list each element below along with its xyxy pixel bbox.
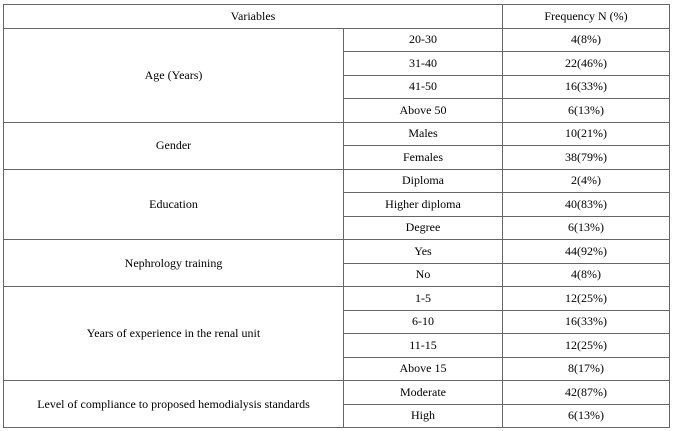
- data-row: Nephrology training Yes 44(92%): [3, 239, 670, 287]
- data-row: Level of compliance to proposed hemodial…: [3, 380, 670, 428]
- level-cell: 1-5: [343, 286, 503, 311]
- variable-cell: Level of compliance to proposed hemodial…: [3, 380, 344, 428]
- frequency-cell: 42(87%): [502, 380, 670, 405]
- level-cell: High: [343, 403, 503, 428]
- frequency-cell: 38(79%): [502, 145, 670, 170]
- frequency-cell: 16(33%): [502, 309, 670, 334]
- frequency-cell: 12(25%): [502, 286, 670, 311]
- frequency-cell: 2(4%): [502, 168, 670, 193]
- data-row: Age (Years) 20-30 4(8%): [3, 27, 670, 123]
- level-cell: 11-15: [343, 333, 503, 358]
- level-cell: 6-10: [343, 309, 503, 334]
- level-cell: Females: [343, 145, 503, 170]
- data-row: Above 15 8(17%): [4, 356, 670, 381]
- data-row: Years of experience in the renal unit 1-5…: [3, 286, 670, 381]
- frequency-cell: 40(83%): [502, 192, 670, 217]
- frequency-cell: 44(92%): [502, 239, 670, 264]
- variable-cell: Years of experience in the renal unit: [3, 286, 344, 381]
- variable-cell: Education: [3, 168, 344, 240]
- level-cell: Yes: [343, 239, 503, 264]
- frequency-cell: 6(13%): [502, 215, 670, 240]
- data-row: 31-40 22(46%): [4, 51, 670, 76]
- frequency-cell: 12(25%): [502, 333, 670, 358]
- variable-cell: Nephrology training: [3, 239, 344, 287]
- level-cell: 20-30: [343, 27, 503, 52]
- data-row: No 4(8%): [4, 262, 670, 287]
- frequency-cell: 4(8%): [502, 27, 670, 52]
- frequency-cell: 8(17%): [502, 356, 670, 381]
- frequency-cell: 6(13%): [502, 98, 670, 123]
- frequency-cell: 16(33%): [502, 74, 670, 99]
- data-row: 41-50 16(33%): [4, 74, 670, 99]
- data-row: Females 38(79%): [4, 145, 670, 170]
- level-cell: Males: [343, 121, 503, 146]
- level-cell: Above 50: [343, 98, 503, 123]
- level-cell: 31-40: [343, 51, 503, 76]
- level-cell: Above 15: [343, 356, 503, 381]
- data-row: Degree 6(13%): [4, 215, 670, 240]
- data-row: Education Diploma 2(4%): [3, 168, 670, 240]
- header-row: Variables Frequency N (%): [3, 4, 670, 29]
- frequency-cell: 22(46%): [502, 51, 670, 76]
- data-row: Gender Males 10(21%): [3, 121, 670, 170]
- table-body: Variables Frequency N (%) Age (Years) 20-…: [3, 4, 670, 428]
- level-cell: Diploma: [343, 168, 503, 193]
- variable-cell: Gender: [3, 121, 344, 170]
- level-cell: 41-50: [343, 74, 503, 99]
- level-cell: Degree: [343, 215, 503, 240]
- frequency-cell: 4(8%): [502, 262, 670, 287]
- header-cell: Frequency N (%): [502, 4, 670, 29]
- variable-cell: Age (Years): [3, 27, 344, 123]
- frequency-cell: 10(21%): [502, 121, 670, 146]
- data-row: Above 50 6(13%): [4, 98, 670, 123]
- data-row: 11-15 12(25%): [4, 333, 670, 358]
- data-row: Higher diploma 40(83%): [4, 192, 670, 217]
- level-cell: Moderate: [343, 380, 503, 405]
- header-cell: Variables: [3, 4, 503, 29]
- data-row: High 6(13%): [4, 403, 670, 428]
- level-cell: Higher diploma: [343, 192, 503, 217]
- data-table: Variables Frequency N (%) Age (Years) 20-…: [3, 4, 670, 428]
- data-row: 6-10 16(33%): [4, 309, 670, 334]
- level-cell: No: [343, 262, 503, 287]
- frequency-cell: 6(13%): [502, 403, 670, 428]
